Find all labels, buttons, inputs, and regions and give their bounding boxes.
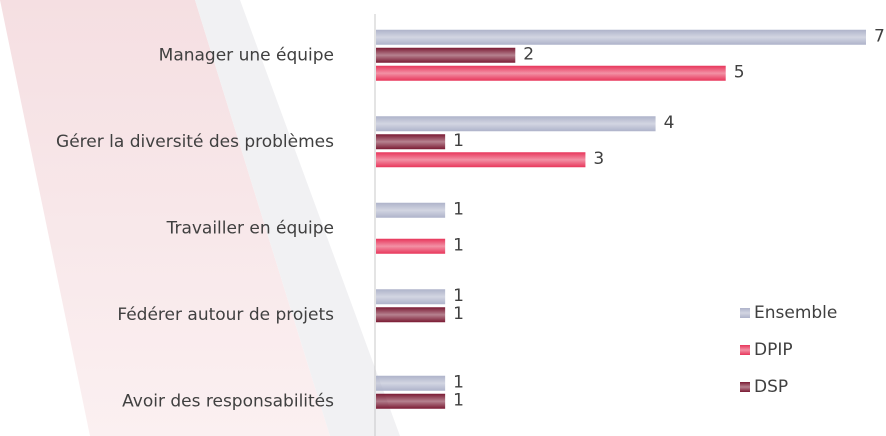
bar: [376, 65, 726, 81]
legend-swatch: [740, 382, 750, 392]
bar: [376, 289, 446, 305]
value-label: 4: [664, 113, 675, 133]
value-label: 1: [453, 131, 464, 151]
bar: [376, 393, 446, 409]
value-label: 2: [523, 44, 534, 64]
bar: [376, 134, 446, 150]
bar: [376, 375, 446, 391]
value-label: 3: [593, 149, 604, 169]
value-label: 1: [453, 286, 464, 306]
bar: [376, 29, 866, 45]
bar: [376, 238, 446, 254]
value-label: 1: [453, 199, 464, 219]
category-label: Manager une équipe: [159, 45, 334, 65]
legend-swatch: [740, 345, 750, 355]
legend-label: DSP: [754, 377, 788, 397]
category-label: Avoir des responsabilités: [122, 391, 334, 411]
legend-swatch: [740, 308, 750, 318]
bar: [376, 152, 586, 168]
legend-label: Ensemble: [754, 303, 837, 323]
background-swoosh: [0, 0, 330, 436]
category-label: Fédérer autour de projets: [117, 305, 334, 325]
value-label: 7: [874, 26, 885, 46]
bar: [376, 307, 446, 323]
value-label: 1: [453, 372, 464, 392]
value-label: 1: [453, 304, 464, 324]
category-label: Travailler en équipe: [166, 218, 334, 238]
bar: [376, 47, 516, 63]
bar: [376, 116, 656, 132]
value-label: 1: [453, 390, 464, 410]
category-label: Gérer la diversité des problèmes: [56, 132, 334, 152]
legend-label: DPIP: [754, 340, 793, 360]
bar: [376, 202, 446, 218]
background-swoosh: [195, 0, 400, 436]
value-label: 1: [453, 235, 464, 255]
value-label: 5: [734, 62, 745, 82]
